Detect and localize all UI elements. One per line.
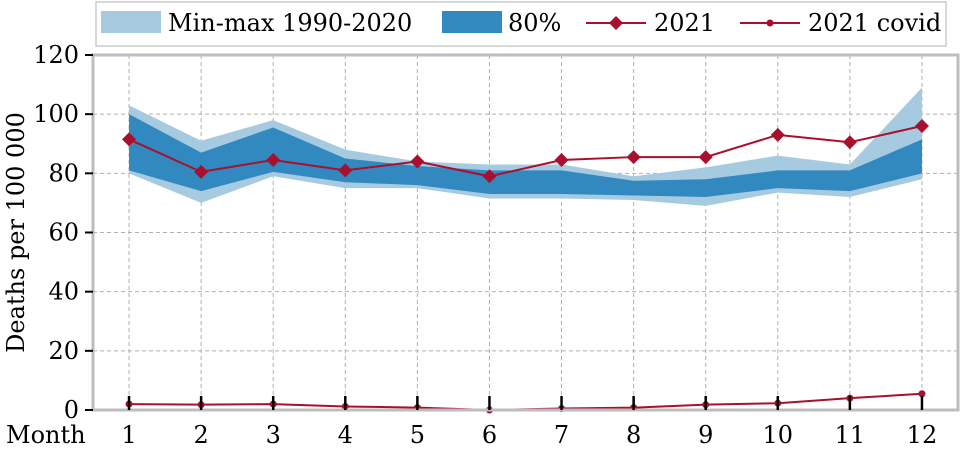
x-tick-label-4: 4 <box>338 421 353 449</box>
x-tick-label-11: 11 <box>835 421 866 449</box>
series-2021-point <box>842 135 857 150</box>
x-tick-label-12: 12 <box>907 421 938 449</box>
x-axis-label: Month <box>6 421 86 449</box>
legend-label-2: 80% <box>508 9 561 37</box>
series-2021-point <box>770 127 785 142</box>
x-tick-label-1: 1 <box>121 421 136 449</box>
legend-label-4: 2021 covid <box>808 9 941 37</box>
y-tick-label-60: 60 <box>48 219 79 247</box>
legend-swatch-1 <box>101 11 161 33</box>
series-2021-point <box>698 150 713 165</box>
y-axis-label: Deaths per 100 000 <box>2 112 30 353</box>
legend-label-3: 2021 <box>654 9 715 37</box>
x-tick-label-2: 2 <box>193 421 208 449</box>
series-2021-covid-point <box>918 390 926 398</box>
x-tick-label-10: 10 <box>763 421 794 449</box>
series-2021-line <box>128 125 923 178</box>
legend-label-1: Min-max 1990-2020 <box>168 9 412 37</box>
series-2021-point <box>338 163 353 178</box>
x-tick-label-9: 9 <box>698 421 713 449</box>
x-tick-label-7: 7 <box>554 421 569 449</box>
y-tick-label-40: 40 <box>48 278 79 306</box>
y-tick-label-120: 120 <box>33 41 79 69</box>
series-2021-point <box>410 154 425 169</box>
series-2021-point <box>122 132 137 147</box>
legend-marker-3 <box>609 16 623 30</box>
series-2021-covid-line <box>129 392 923 412</box>
series-2021-point <box>482 169 497 184</box>
legend-swatch-2 <box>442 11 502 33</box>
x-tick-label-8: 8 <box>626 421 641 449</box>
x-tick-label-6: 6 <box>482 421 497 449</box>
x-tick-label-3: 3 <box>266 421 281 449</box>
x-tick-label-5: 5 <box>410 421 425 449</box>
y-tick-label-0: 0 <box>64 396 79 424</box>
series-2021-point <box>626 150 641 165</box>
series-2021-point <box>194 164 209 179</box>
lines <box>122 119 929 414</box>
series-2021-point <box>266 153 281 168</box>
y-tick-label-20: 20 <box>48 337 79 365</box>
legend: Min-max 1990-2020 80% 2021 2021 covid <box>95 1 947 47</box>
bands <box>129 87 922 206</box>
legend-box <box>95 1 947 47</box>
band-p80 <box>129 114 922 197</box>
legend-marker-4 <box>766 19 774 27</box>
y-tick-label-80: 80 <box>48 159 79 187</box>
series-2021-point <box>914 119 929 133</box>
y-tick-label-100: 100 <box>33 100 79 128</box>
grid <box>93 55 958 410</box>
series-2021-point <box>554 153 569 168</box>
